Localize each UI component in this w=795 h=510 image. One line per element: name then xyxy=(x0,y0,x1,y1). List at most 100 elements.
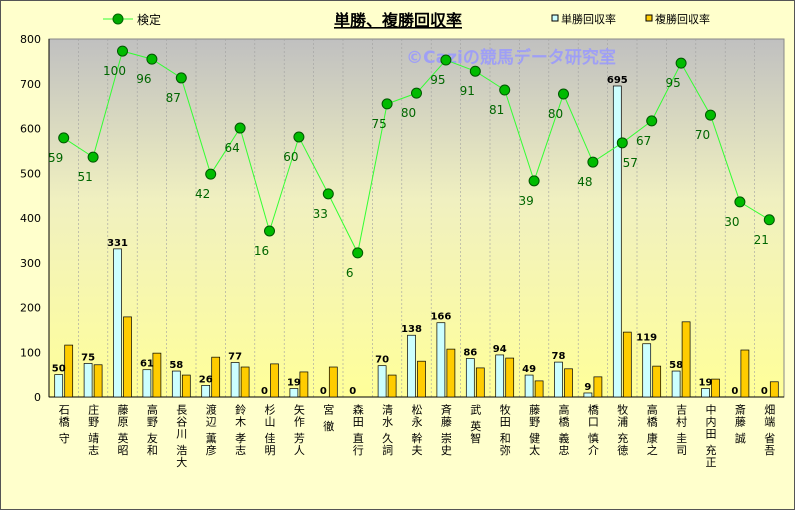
line-point xyxy=(58,132,70,144)
bar-data-label: 50 xyxy=(52,364,66,375)
x-tick-label: 牧田 和弥 xyxy=(498,403,511,457)
bar-fukusho xyxy=(270,363,279,398)
line-data-label: 100 xyxy=(103,64,126,78)
x-tick-label: 高野 友和 xyxy=(145,403,158,457)
bar-fukusho xyxy=(93,364,103,398)
x-tick-label: 庄野 靖志 xyxy=(87,403,100,457)
x-tick-label: 斉藤 崇史 xyxy=(439,403,452,457)
bar-fukusho xyxy=(564,368,573,398)
line-point xyxy=(705,109,716,121)
line-point xyxy=(734,196,746,208)
line-point xyxy=(117,45,128,57)
bar-fukusho xyxy=(328,366,338,398)
x-tick-label: 藤原 英昭 xyxy=(116,404,129,457)
bar-fukusho xyxy=(622,331,632,398)
bar-tansho xyxy=(407,334,416,398)
line-point xyxy=(264,225,275,237)
line-data-label: 57 xyxy=(623,156,638,170)
bar-data-label: 19 xyxy=(699,377,713,388)
bar-fukusho xyxy=(534,380,544,398)
line-point xyxy=(352,247,364,259)
bar-tansho xyxy=(230,362,240,398)
bar-data-label: 331 xyxy=(107,238,128,249)
legend-bar2-label: 複勝回収率 xyxy=(655,12,710,26)
line-data-label: 96 xyxy=(136,72,151,86)
bar-tansho xyxy=(289,388,299,398)
x-tick-label: 中内田 充正 xyxy=(704,404,717,469)
line-point xyxy=(440,54,452,66)
line-data-label: 81 xyxy=(489,103,504,117)
bar-tansho xyxy=(465,358,475,398)
y-tick-label: 400 xyxy=(20,212,41,225)
bar-data-label: 695 xyxy=(607,75,628,86)
line-point xyxy=(469,65,481,77)
line-data-label: 80 xyxy=(548,107,563,121)
line-point xyxy=(205,168,217,180)
line-point xyxy=(381,98,393,110)
bar-fukusho xyxy=(64,344,74,398)
x-tick-label: 清水 久詞 xyxy=(381,404,394,457)
bar-tansho xyxy=(201,385,211,398)
bar-data-label: 61 xyxy=(140,359,154,370)
bar-fukusho xyxy=(505,357,515,398)
bar-tansho xyxy=(642,343,652,398)
bar-data-label: 9 xyxy=(584,382,591,393)
line-data-label: 6 xyxy=(346,266,354,280)
bar-tansho xyxy=(436,322,446,398)
bar-fukusho xyxy=(417,360,426,398)
line-point xyxy=(675,57,687,69)
x-tick-label: 石橋 守 xyxy=(57,404,70,445)
legend-bar2-icon xyxy=(645,14,653,22)
y-tick-label: 0 xyxy=(34,391,41,404)
bar-tansho xyxy=(671,370,681,398)
bar-data-label: 0 xyxy=(761,386,768,397)
plot-area xyxy=(48,38,785,398)
x-tick-label: 宮 徹 xyxy=(322,403,335,433)
bar-fukusho xyxy=(681,321,691,398)
bar-data-label: 86 xyxy=(463,348,477,359)
x-tick-label: 松永 幹夫 xyxy=(410,403,423,457)
x-tick-label: 高橋 康之 xyxy=(645,403,658,457)
line-point xyxy=(616,137,628,149)
line-data-label: 51 xyxy=(77,170,92,184)
bar-tansho xyxy=(495,354,505,398)
bar-fukusho xyxy=(123,316,132,398)
x-tick-label: 高橋 義忠 xyxy=(557,403,570,457)
bar-data-label: 26 xyxy=(199,374,213,385)
line-data-label: 21 xyxy=(754,233,769,247)
line-data-label: 16 xyxy=(254,244,269,258)
bar-fukusho xyxy=(593,376,603,398)
line-data-label: 59 xyxy=(48,151,63,165)
bar-tansho xyxy=(701,388,710,398)
bar-fukusho xyxy=(740,349,750,398)
line-point xyxy=(411,87,422,99)
line-data-label: 60 xyxy=(283,150,298,164)
line-point xyxy=(87,151,99,163)
bar-tansho xyxy=(54,374,64,398)
bar-fukusho xyxy=(387,374,397,398)
x-tick-label: 吉村 圭司 xyxy=(675,404,688,457)
bar-fukusho xyxy=(446,348,456,398)
bar-data-label: 0 xyxy=(261,386,268,397)
y-tick-label: 300 xyxy=(20,257,41,270)
bar-fukusho xyxy=(211,356,221,398)
x-tick-label: 矢作 芳人 xyxy=(292,403,305,457)
bar-data-label: 0 xyxy=(320,386,327,397)
y-tick-label: 700 xyxy=(20,78,41,91)
y-tick-label: 800 xyxy=(20,33,41,46)
bar-tansho xyxy=(113,248,122,398)
legend-bar1-label: 単勝回収率 xyxy=(561,12,616,26)
line-point xyxy=(528,175,540,187)
line-point xyxy=(175,72,187,84)
line-data-label: 33 xyxy=(313,207,328,221)
bar-data-label: 49 xyxy=(522,364,536,375)
x-tick-label: 武 英智 xyxy=(469,404,482,445)
legend-marker-icon xyxy=(112,13,124,25)
x-tick-label: 長谷川 浩大 xyxy=(175,404,188,469)
y-tick-label: 600 xyxy=(20,123,41,136)
line-point xyxy=(558,88,569,100)
bar-tansho xyxy=(142,369,152,398)
bar-data-label: 70 xyxy=(375,355,389,366)
line-data-label: 75 xyxy=(371,117,386,131)
